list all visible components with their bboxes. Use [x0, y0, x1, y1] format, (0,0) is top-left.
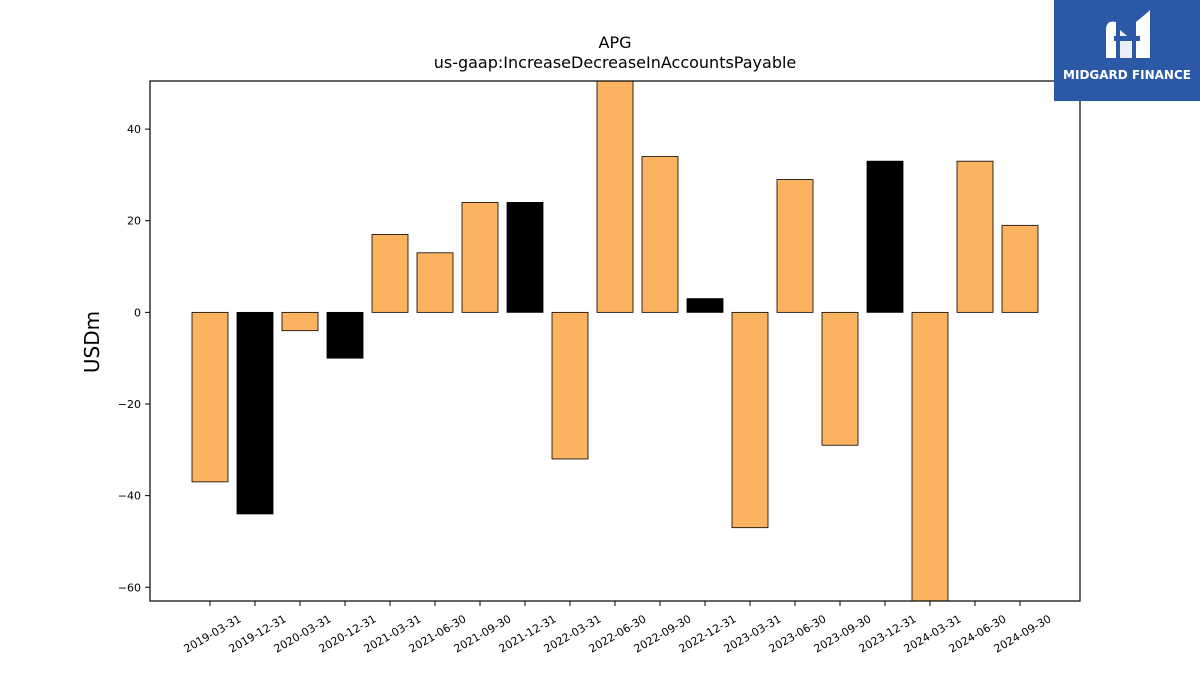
bar-2024-03-31	[911, 311, 949, 601]
bar-2022-06-30	[596, 81, 634, 313]
bar-series	[191, 81, 1039, 601]
chart-title: APG	[599, 33, 632, 52]
y-axis-label: USDm	[80, 311, 104, 373]
bar-2022-09-30	[641, 156, 679, 313]
bar-2024-06-30	[956, 160, 994, 313]
bar-2019-12-31	[236, 311, 274, 515]
y-tick-label: 40	[127, 123, 141, 136]
x-axis: 2019-03-312019-12-312020-03-312020-12-31…	[182, 601, 1054, 656]
chart-subtitle: us-gaap:IncreaseDecreaseInAccountsPayabl…	[434, 53, 797, 72]
y-tick-label: −60	[118, 581, 141, 594]
bar-2022-03-31	[551, 311, 589, 460]
midgard-monogram-icon	[1106, 10, 1150, 58]
midgard-finance-logo: MIDGARD FINANCE	[1054, 0, 1200, 101]
y-tick-label: 0	[134, 306, 141, 319]
bar-2020-12-31	[326, 311, 364, 359]
y-tick-label: 20	[127, 215, 141, 228]
bar-2023-06-30	[776, 179, 814, 313]
bar-2022-12-31	[686, 298, 724, 313]
bar-2020-03-31	[281, 311, 319, 332]
logo-text: MIDGARD FINANCE	[1063, 68, 1191, 82]
bar-2021-03-31	[371, 234, 409, 313]
bar-2024-09-30	[1001, 224, 1039, 313]
bar-2021-12-31	[506, 202, 544, 313]
bar-2021-06-30	[416, 252, 454, 313]
bar-2019-03-31	[191, 311, 229, 483]
y-tick-label: −20	[118, 398, 141, 411]
y-tick-label: −40	[118, 490, 141, 503]
bar-2023-12-31	[866, 160, 904, 313]
bar-2023-09-30	[821, 311, 859, 446]
bar-2021-09-30	[461, 202, 499, 313]
plot-frame	[149, 80, 1081, 602]
y-axis: −60 −40 −20 0 20 40	[118, 123, 150, 594]
bar-2023-03-31	[731, 311, 769, 529]
